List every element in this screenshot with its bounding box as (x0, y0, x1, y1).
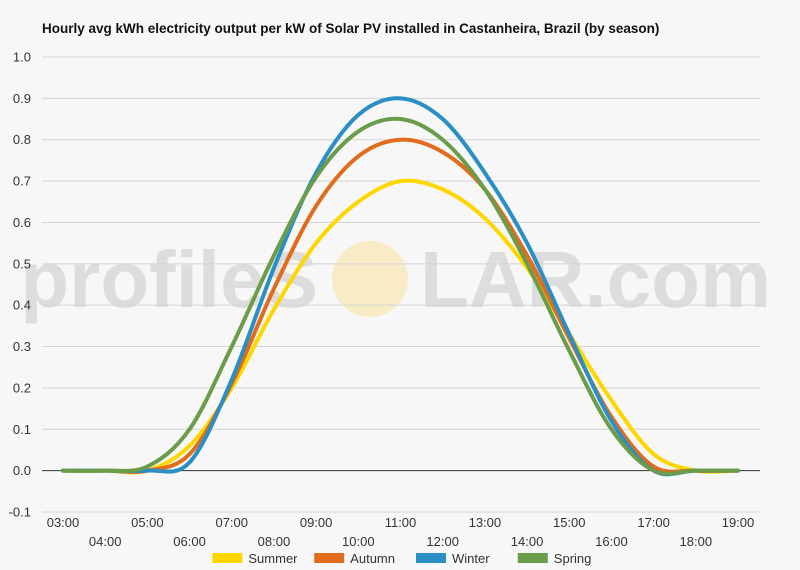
x-tick-label: 14:00 (511, 534, 544, 549)
x-tick-label: 19:00 (722, 515, 755, 530)
y-tick-label: 0.0 (13, 463, 31, 478)
watermark-sun-logo (332, 241, 408, 317)
series-line-winter (61, 96, 740, 477)
y-tick-label: 0.7 (13, 174, 31, 189)
watermark-text-right: LAR.com (420, 235, 771, 324)
y-tick-label: 1.0 (13, 50, 31, 65)
legend-label: Winter (452, 551, 490, 566)
x-tick-label: 18:00 (680, 534, 713, 549)
y-tick-label: 0.1 (13, 422, 31, 437)
watermark: profileS LAR.com (20, 235, 771, 324)
y-tick-label: 0.5 (13, 256, 31, 271)
legend-label: Spring (554, 551, 592, 566)
x-tick-label: 04:00 (89, 534, 122, 549)
legend-item-summer[interactable]: Summer (212, 551, 298, 566)
legend-item-autumn[interactable]: Autumn (314, 551, 395, 566)
legend-swatch (517, 553, 548, 563)
x-axis: 03:00 04:00 05:00 06:00 07:00 08:00 09:00 10:00… (47, 515, 755, 549)
x-tick-label: 17:00 (637, 515, 670, 530)
legend-swatch (416, 553, 446, 563)
x-tick-label: 16:00 (595, 534, 628, 549)
x-tick-label: 08:00 (258, 534, 291, 549)
y-tick-label: 0.8 (13, 132, 31, 147)
y-tick-label: 0.3 (13, 339, 31, 354)
series-line-spring (61, 116, 740, 476)
x-tick-label: 05:00 (131, 515, 164, 530)
legend-swatch (314, 553, 345, 563)
legend-item-winter[interactable]: Winter (416, 551, 490, 566)
legend-swatch (212, 553, 243, 563)
legend-label: Summer (248, 551, 298, 566)
x-tick-label: 15:00 (553, 515, 586, 530)
y-tick-label: 0.2 (13, 380, 31, 395)
x-tick-label: 06:00 (173, 534, 206, 549)
x-tick-label: 11:00 (385, 515, 417, 530)
legend-label: Autumn (350, 551, 395, 566)
y-tick-label: 0.4 (13, 298, 31, 313)
x-tick-label: 10:00 (342, 534, 375, 549)
series-lines (61, 96, 740, 477)
grid (42, 56, 760, 513)
y-axis: -0.1 0.0 0.1 0.2 0.3 0.4 0.5 0.6 0.7 0.8 0.9 1.0 (9, 50, 31, 520)
chart-title: Hourly avg kWh electricity output per kW… (42, 21, 659, 36)
legend-item-spring[interactable]: Spring (517, 551, 592, 566)
x-tick-label: 07:00 (215, 515, 248, 530)
x-tick-label: 12:00 (426, 534, 459, 549)
x-tick-label: 13:00 (469, 515, 502, 530)
y-tick-label: 0.6 (13, 215, 31, 230)
y-tick-label: 0.9 (13, 91, 31, 106)
series-line-summer (61, 178, 740, 475)
y-tick-label: -0.1 (9, 505, 31, 520)
x-tick-label: 09:00 (300, 515, 333, 530)
x-tick-label: 03:00 (47, 515, 80, 530)
legend: Summer Autumn Winter Spring (212, 551, 591, 566)
series-line-autumn (61, 137, 740, 474)
